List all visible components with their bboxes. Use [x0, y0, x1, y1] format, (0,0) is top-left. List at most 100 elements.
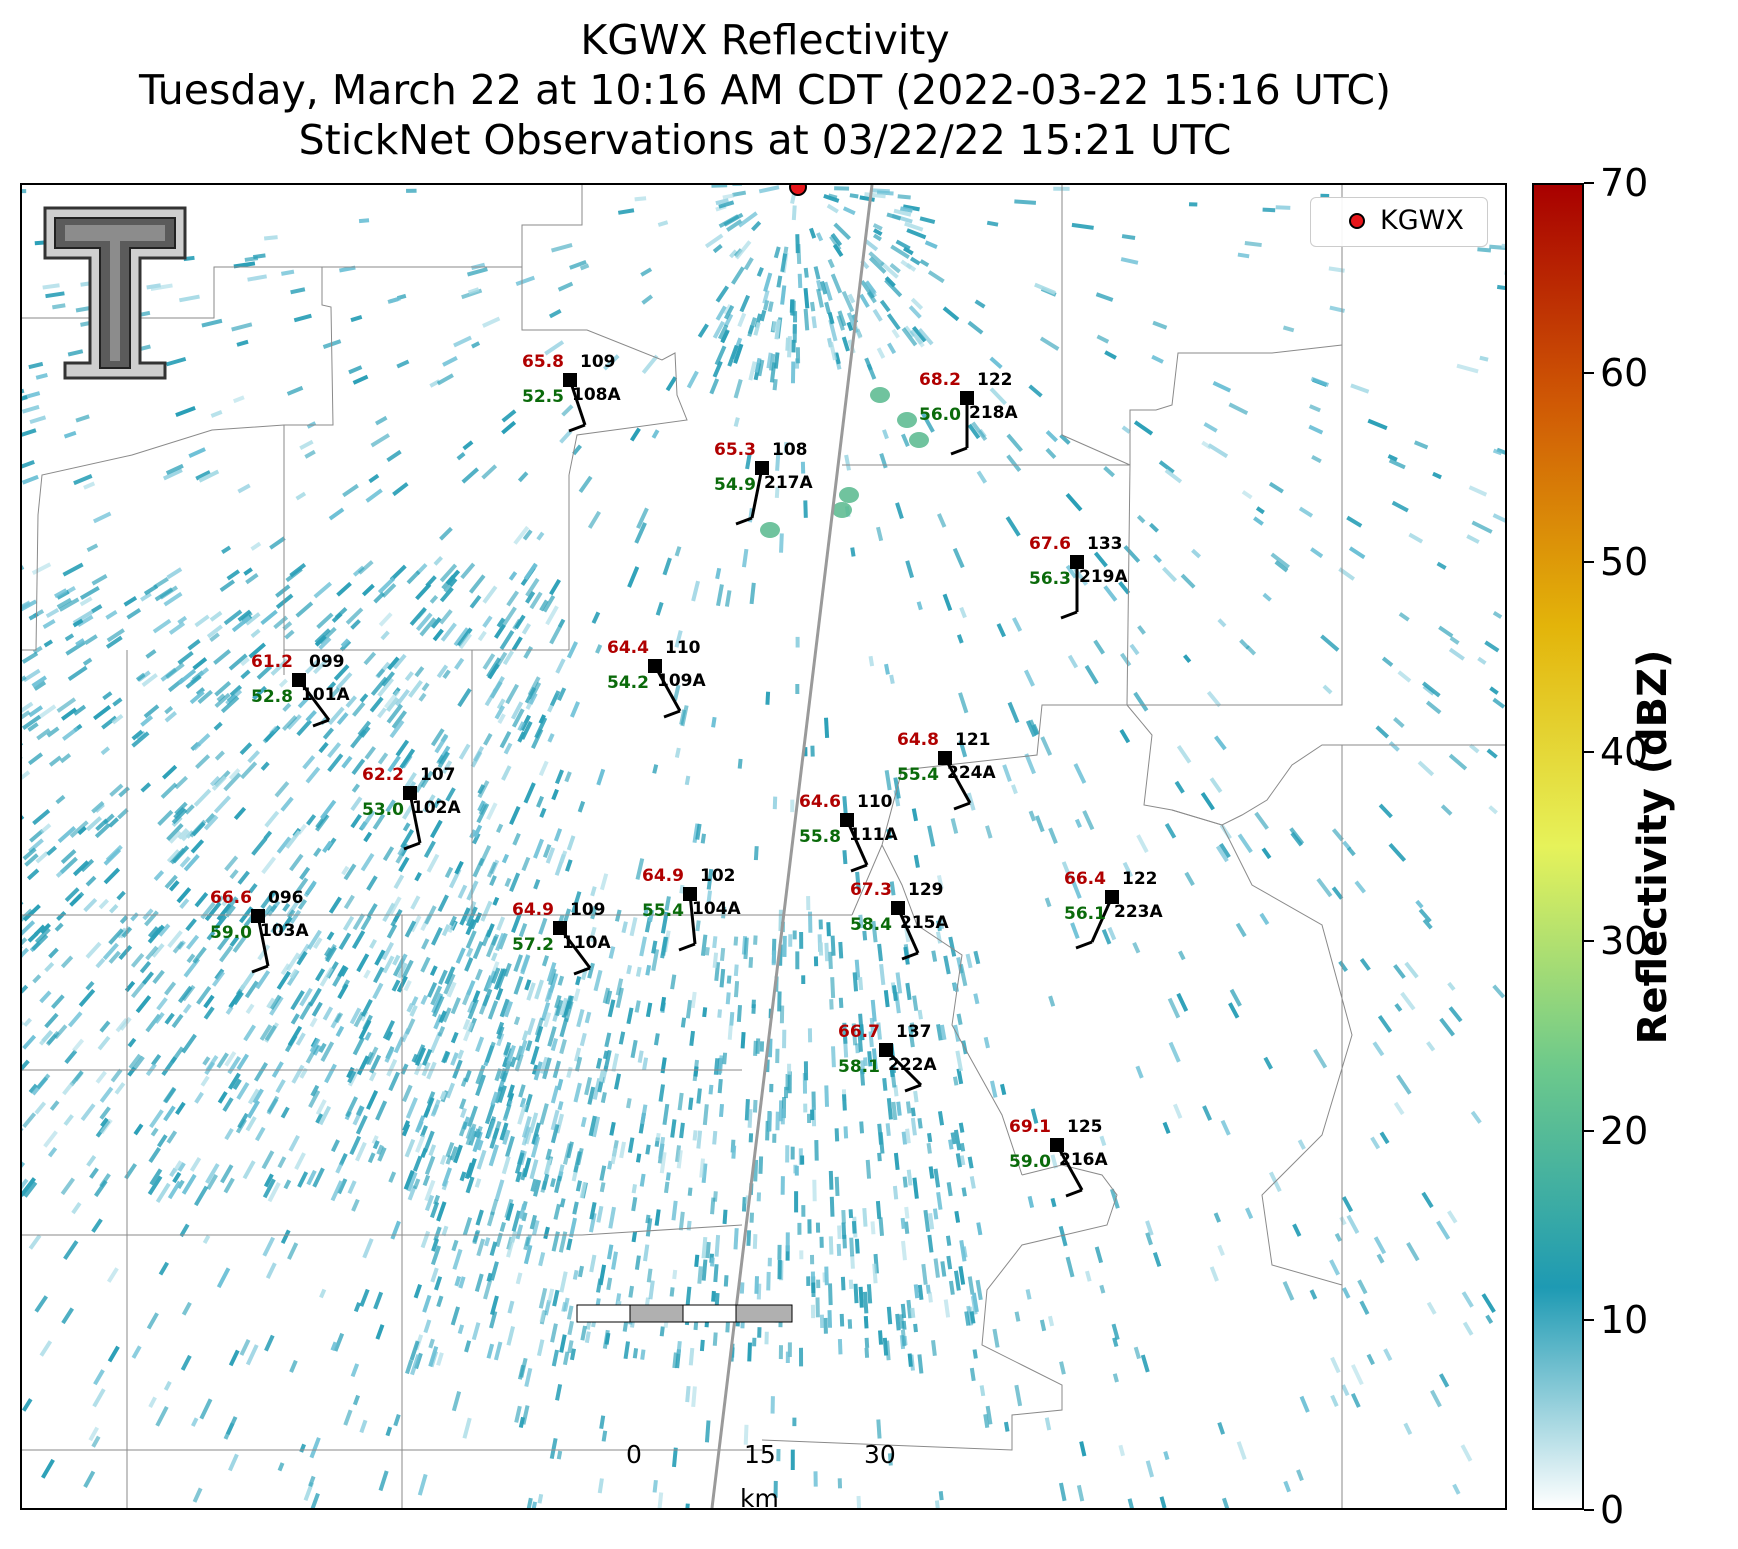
reflectivity-echo [976, 1222, 983, 1236]
reflectivity-echo [348, 365, 363, 375]
reflectivity-echo [489, 1310, 498, 1329]
reflectivity-echo [764, 1331, 769, 1345]
reflectivity-echo [430, 1099, 441, 1117]
reflectivity-echo [430, 616, 442, 629]
reflectivity-echo [1237, 833, 1253, 854]
reflectivity-echo [174, 801, 188, 816]
reflectivity-echo [86, 543, 99, 553]
reflectivity-echo [855, 1043, 860, 1054]
reflectivity-echo [849, 193, 859, 199]
reflectivity-echo [108, 928, 124, 945]
reflectivity-echo [158, 1261, 170, 1276]
reflectivity-echo [859, 1121, 865, 1134]
reflectivity-echo [1118, 1444, 1125, 1457]
reflectivity-echo [1164, 822, 1177, 839]
reflectivity-echo [776, 1448, 781, 1462]
reflectivity-echo [1394, 1003, 1403, 1012]
radar-map[interactable]: 65.8 109 52.5 108A 68.2 122 56.0 218A 65.3 108 54.… [20, 183, 1507, 1510]
station-wind-direction: 109 [570, 900, 606, 920]
reflectivity-echo [42, 283, 60, 290]
reflectivity-echo [441, 1225, 449, 1237]
reflectivity-echo [921, 1263, 928, 1285]
station-temperature: 65.8 [522, 352, 564, 372]
reflectivity-echo [866, 1284, 873, 1304]
reflectivity-echo [482, 615, 493, 628]
reflectivity-echo [767, 1257, 772, 1267]
reflectivity-echo [492, 896, 500, 906]
reflectivity-echo [767, 1112, 773, 1132]
reflectivity-echoes [22, 185, 1505, 1508]
reflectivity-echo [543, 1226, 550, 1240]
reflectivity-echo [22, 1398, 33, 1412]
reflectivity-echo [449, 915, 457, 927]
reflectivity-echo [22, 460, 35, 469]
wind-barb-staff [896, 907, 920, 954]
interstate-highway [710, 185, 874, 1508]
reflectivity-echo [423, 1319, 432, 1334]
county-boundary [22, 649, 569, 916]
reflectivity-echo [830, 935, 836, 956]
reflectivity-echo [235, 1118, 247, 1134]
reflectivity-echo [559, 1271, 568, 1293]
reflectivity-echo [282, 902, 291, 912]
reflectivity-echo [309, 1017, 318, 1028]
station-marker [1105, 890, 1119, 904]
reflectivity-echo [472, 1131, 483, 1153]
reflectivity-echo [626, 964, 632, 975]
reflectivity-echo [299, 1443, 307, 1453]
reflectivity-echo [165, 662, 185, 679]
reflectivity-echo [599, 1182, 606, 1193]
reflectivity-echo [1176, 745, 1192, 764]
title-line-2: Tuesday, March 22 at 10:16 AM CDT (2022-… [138, 66, 1391, 114]
reflectivity-echo [531, 1122, 541, 1145]
reflectivity-echo [969, 1311, 976, 1324]
reflectivity-echo [297, 899, 307, 910]
reflectivity-echo [269, 996, 284, 1016]
reflectivity-echo [259, 1024, 273, 1041]
reflectivity-echo [517, 471, 529, 483]
colorbar-tick-label: 30 [1600, 919, 1649, 964]
reflectivity-echo [471, 341, 481, 349]
station-id: 103A [260, 921, 309, 941]
station-marker [1050, 1138, 1064, 1152]
station-id: 218A [969, 403, 1018, 423]
reflectivity-echo [539, 1103, 549, 1125]
scale-tick-30: 30 [864, 1440, 896, 1469]
reflectivity-echo [645, 1218, 653, 1237]
reflectivity-echo [737, 758, 743, 769]
reflectivity-echo [723, 1275, 729, 1287]
reflectivity-echo [767, 301, 774, 312]
reflectivity-echo [417, 1473, 428, 1496]
reflectivity-echo [109, 903, 119, 914]
reflectivity-echo [170, 1046, 185, 1064]
reflectivity-echo [557, 618, 566, 628]
reflectivity-echo [217, 1091, 228, 1104]
reflectivity-echo [569, 701, 581, 718]
reflectivity-echo [907, 1353, 913, 1367]
reflectivity-echo [1330, 1394, 1339, 1408]
reflectivity-echo [979, 1385, 986, 1397]
reflectivity-echo [972, 1349, 978, 1359]
station-temperature: 65.3 [714, 440, 756, 460]
reflectivity-echo [350, 729, 367, 749]
reflectivity-echo [373, 966, 385, 984]
reflectivity-echo [1093, 551, 1108, 568]
reflectivity-echo [794, 1191, 799, 1213]
reflectivity-echo [1292, 1223, 1302, 1237]
